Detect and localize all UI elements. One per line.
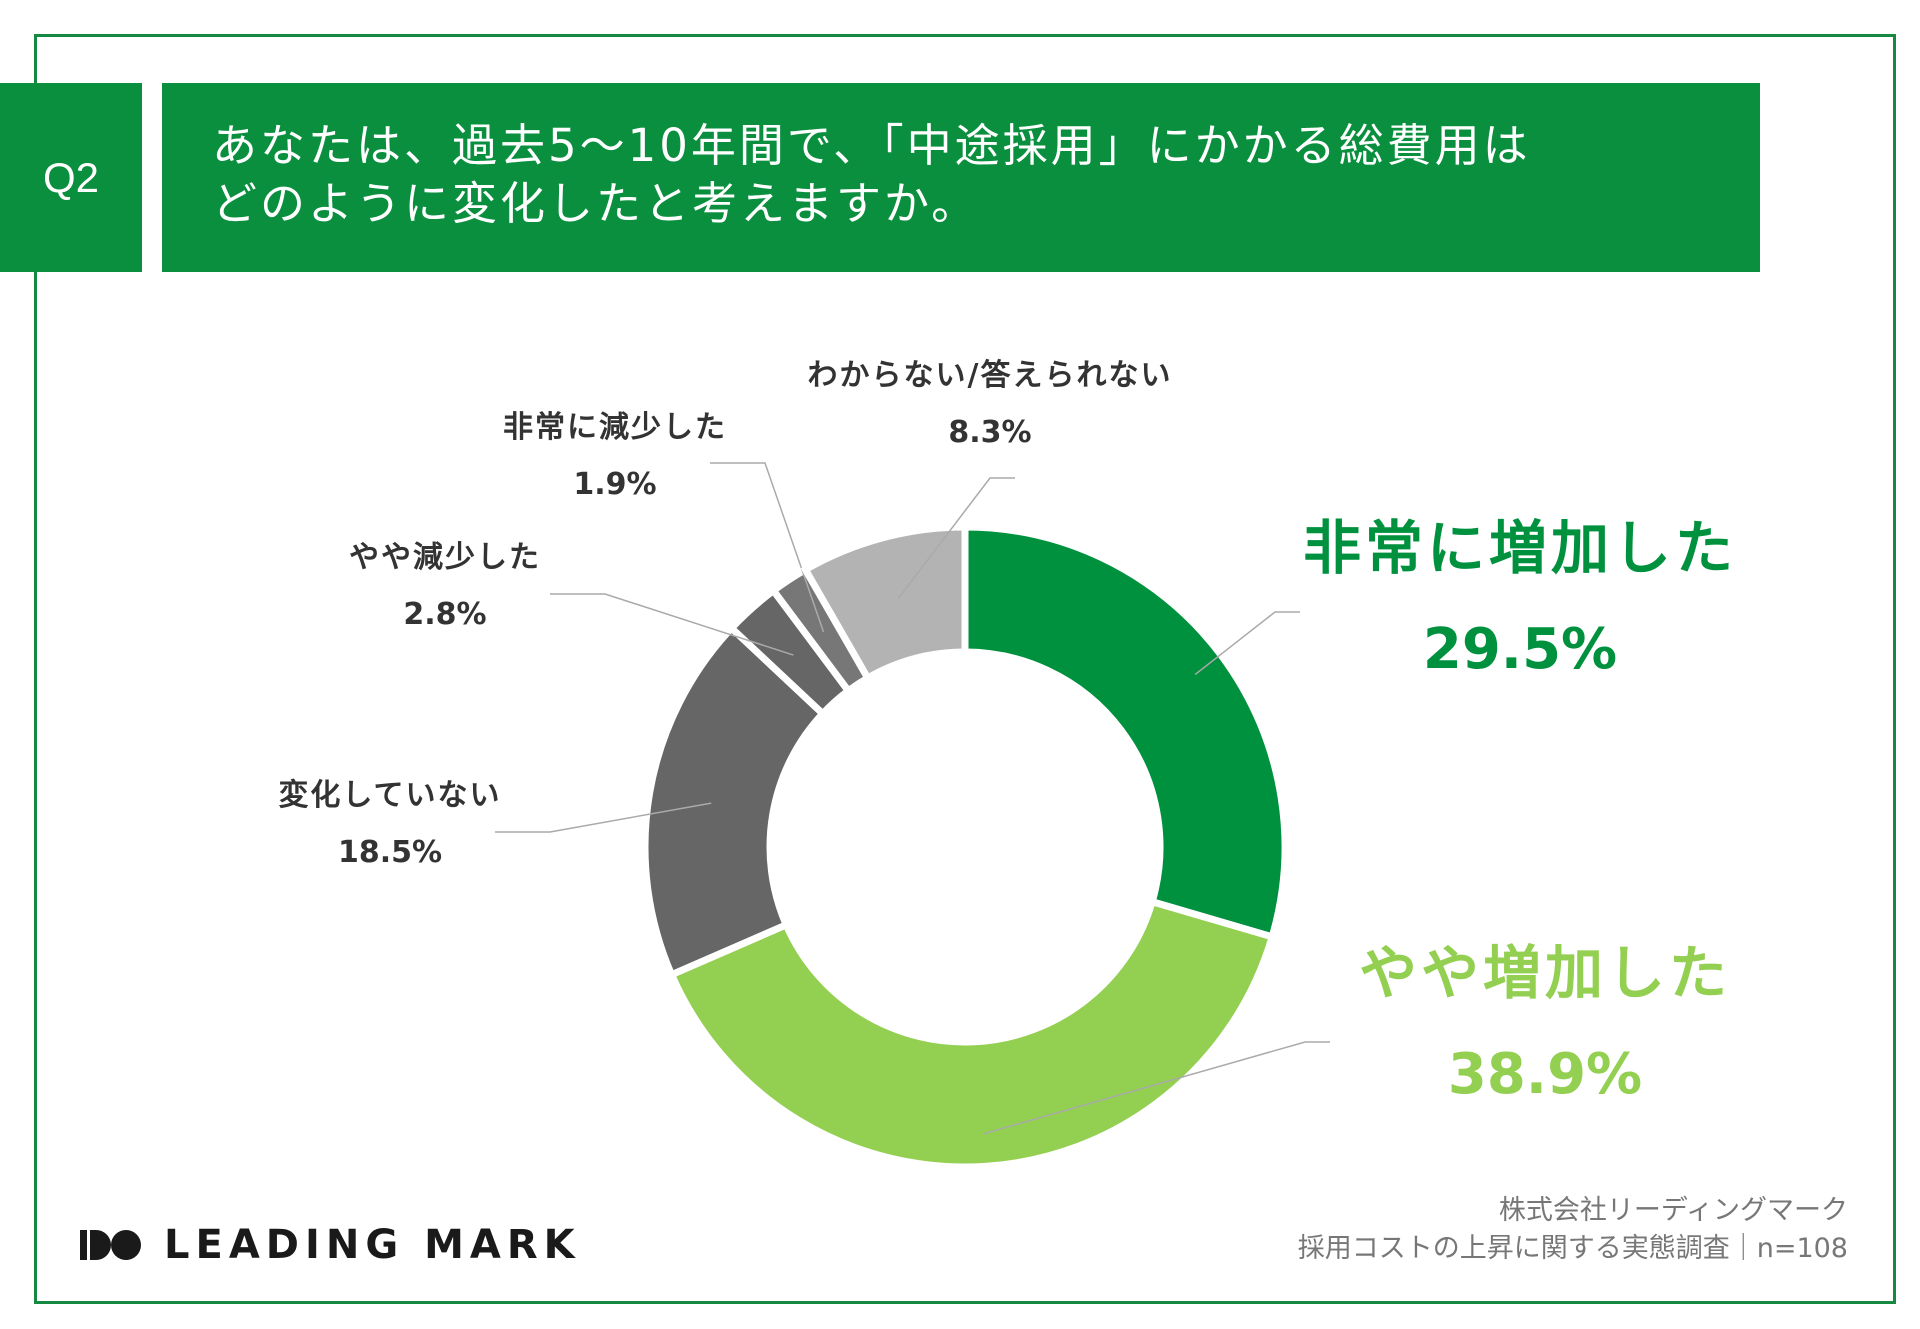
survey-info: 採用コストの上昇に関する実態調査｜n=108 — [1297, 1233, 1848, 1264]
slice-label: 変化していない — [278, 778, 501, 813]
slice-value-label: 29.5% — [1423, 617, 1617, 682]
logo-mark-icon — [80, 1228, 142, 1262]
question-text-line1: あなたは、過去5〜10年間で、「中途採用」にかかる総費用は — [212, 119, 1531, 172]
logo-text: LEADING MARK — [164, 1222, 581, 1268]
slice-label: やや増加した — [1359, 939, 1731, 1007]
leader-line — [710, 462, 825, 633]
slice-value-label: 18.5% — [338, 835, 442, 870]
question-banner: あなたは、過去5〜10年間で、「中途採用」にかかる総費用は どのように変化したと… — [162, 83, 1760, 272]
leader-line — [550, 593, 794, 656]
leader-line — [1194, 611, 1300, 676]
donut-slice — [961, 523, 1289, 942]
slice-label: わからない/答えられない — [808, 358, 1173, 393]
slide-frame — [34, 34, 1896, 1304]
slice-value-label: 2.8% — [403, 597, 486, 632]
question-text-line2: どのように変化したと考えますか。 — [212, 177, 980, 230]
slice-label: 非常に減少した — [503, 410, 727, 445]
slice-label: 非常に増加した — [1303, 514, 1737, 582]
donut-slice — [800, 523, 969, 683]
leading-mark-logo: LEADING MARK — [80, 1220, 581, 1270]
leader-line — [495, 802, 712, 833]
slice-value-label: 38.9% — [1448, 1042, 1642, 1107]
slice-value-label: 8.3% — [948, 415, 1031, 450]
leader-line — [982, 1041, 1330, 1135]
leader-line — [897, 477, 1015, 599]
survey-source: 株式会社リーディングマーク 採用コストの上昇に関する実態調査｜n=108 — [1298, 1192, 1848, 1268]
slice-value-label: 1.9% — [573, 467, 656, 502]
company-name: 株式会社リーディングマーク — [1498, 1195, 1848, 1226]
question-number-badge: Q2 — [0, 83, 142, 272]
slice-label: やや減少した — [349, 540, 541, 575]
donut-slice — [666, 897, 1277, 1171]
